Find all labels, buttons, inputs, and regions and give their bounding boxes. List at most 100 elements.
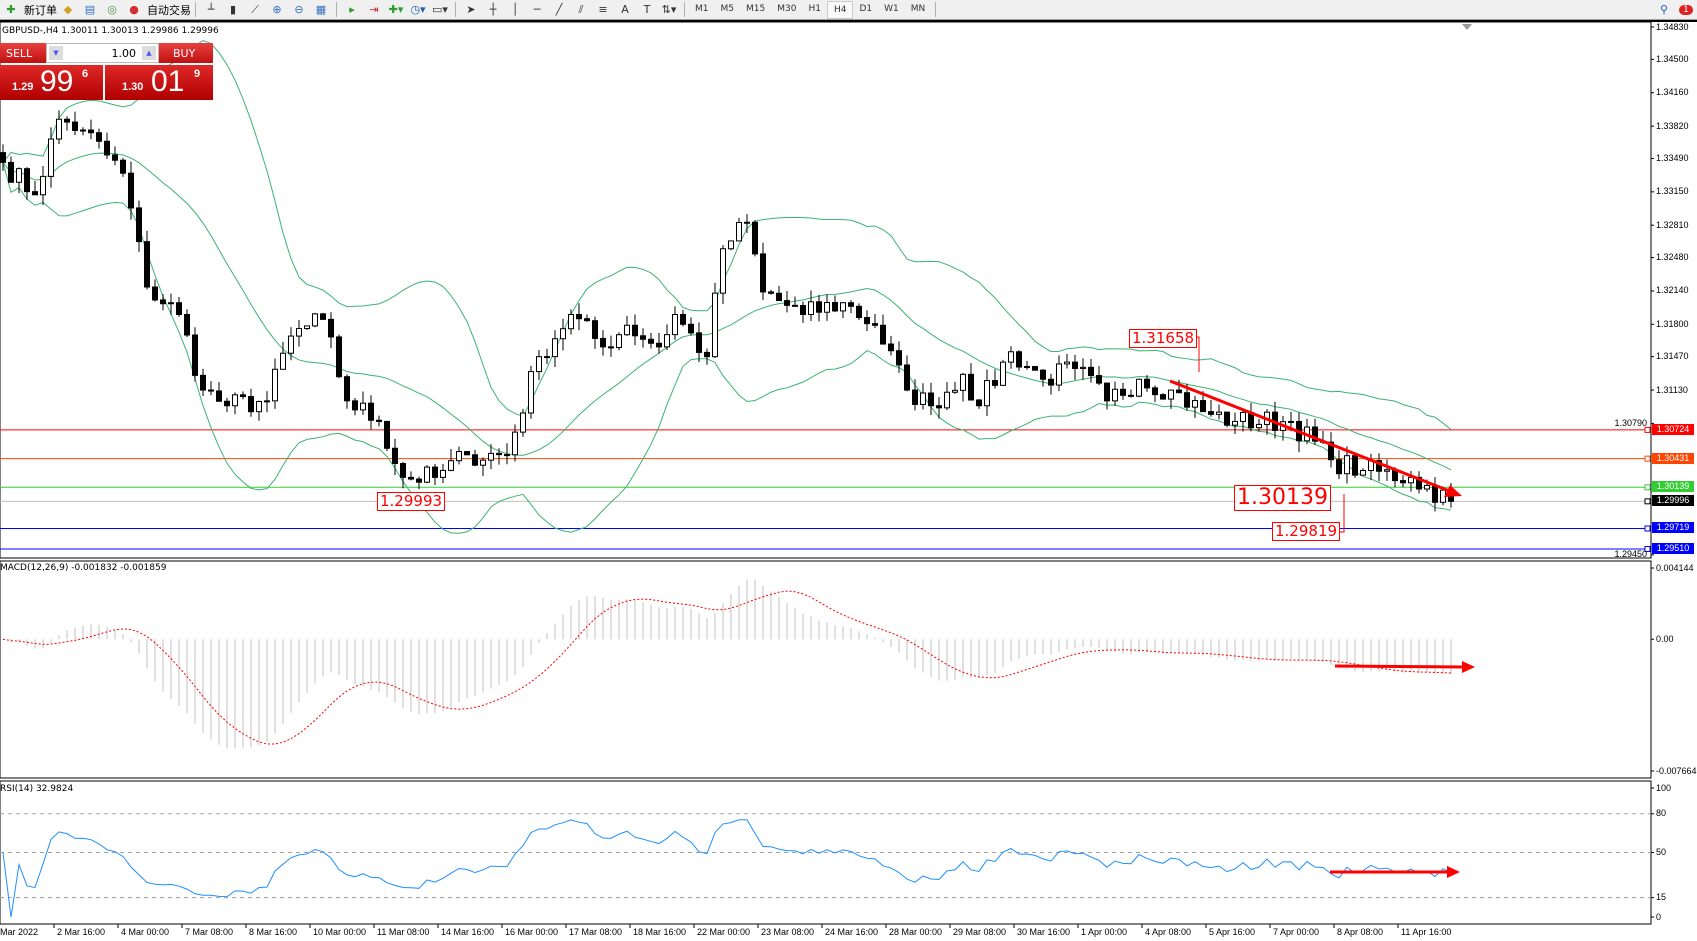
templates-icon[interactable]: ▭▾ xyxy=(432,3,448,16)
search-icon[interactable]: ⚲ xyxy=(1659,3,1669,16)
timeframe-m30[interactable]: M30 xyxy=(777,3,797,14)
buy-button[interactable]: BUY xyxy=(159,43,213,63)
macd-arrow xyxy=(1334,664,1469,669)
candle-body xyxy=(1088,366,1094,377)
toolbar-divider xyxy=(455,2,456,17)
candle-body xyxy=(1376,460,1382,472)
candle-body xyxy=(1080,366,1086,369)
annotation-level[interactable]: 1.30139 xyxy=(1234,485,1331,511)
candlestick xyxy=(816,294,822,322)
timeframe-m15[interactable]: M15 xyxy=(746,3,766,14)
candle-body xyxy=(8,161,14,183)
candle-body xyxy=(680,313,686,325)
candle-body xyxy=(856,305,862,319)
candlestick xyxy=(952,381,958,395)
candle-body xyxy=(640,335,646,340)
candlestick xyxy=(184,309,190,337)
metaeditor-icon[interactable]: ◆ xyxy=(63,3,73,16)
bar-chart-icon[interactable]: ┴ xyxy=(207,3,215,16)
candle-body xyxy=(1056,363,1062,386)
candle-body xyxy=(1216,411,1222,415)
auto-trading-button[interactable]: 自动交易 xyxy=(147,3,191,17)
annotation-high[interactable]: 1.31658 xyxy=(1129,329,1198,348)
candle-body xyxy=(360,402,366,411)
arrows-icon[interactable]: ⇅▾ xyxy=(661,3,677,16)
candle-body xyxy=(120,159,126,174)
candle-body xyxy=(512,431,518,456)
zoom-in-icon[interactable]: ⊕ xyxy=(272,3,282,16)
timeframe-d1[interactable]: D1 xyxy=(859,3,873,14)
price-tag: 1.30724 xyxy=(1652,423,1694,435)
candlestick xyxy=(1128,389,1134,398)
timeframe-h4[interactable]: H4 xyxy=(826,0,854,19)
candlestick xyxy=(416,476,422,490)
price-tag: 1.29510 xyxy=(1652,543,1694,554)
candlestick xyxy=(624,315,630,336)
line-chart-icon[interactable]: ⟋ xyxy=(251,2,259,16)
chart-shift-icon[interactable]: ⇥ xyxy=(369,3,379,16)
candlestick xyxy=(304,325,310,331)
lot-size-field[interactable]: ▼ 1.00 ▲ xyxy=(46,43,159,63)
timeframe-h1[interactable]: H1 xyxy=(808,3,821,14)
buy-price[interactable]: 1.30 01 9 xyxy=(105,65,213,100)
lot-decrease-button[interactable]: ▼ xyxy=(49,46,63,60)
candlestick xyxy=(848,300,854,314)
candle-body xyxy=(672,313,678,336)
sell-price[interactable]: 1.29 99 6 xyxy=(0,65,103,100)
candle-body xyxy=(32,191,38,196)
trendline-icon[interactable]: ╱ xyxy=(555,3,563,16)
new-order-icon[interactable]: ✚ xyxy=(6,3,16,16)
candle-body xyxy=(152,286,158,301)
candle-body xyxy=(64,118,70,123)
candle-body xyxy=(872,323,878,326)
crosshair-icon[interactable]: ┼ xyxy=(489,3,497,16)
candlestick-icon[interactable]: ▮ xyxy=(229,3,237,16)
periods-icon[interactable]: ◷▾ xyxy=(410,3,426,16)
candle-body xyxy=(912,389,918,405)
main-price-panel xyxy=(0,21,1652,559)
auto-trading-icon[interactable]: ● xyxy=(129,3,139,16)
candlestick xyxy=(464,451,470,456)
candlestick xyxy=(960,372,966,402)
timeframe-mn[interactable]: MN xyxy=(910,3,926,14)
new-order-button[interactable]: 新订单 xyxy=(24,3,57,17)
market-watch-icon[interactable]: ▤ xyxy=(84,3,96,16)
notifications-button[interactable]: 1 xyxy=(1677,1,1695,18)
candle-body xyxy=(1072,361,1078,369)
candle-body xyxy=(1232,420,1238,426)
signals-icon[interactable]: ◎ xyxy=(107,3,117,16)
sell-button[interactable]: SELL xyxy=(0,43,46,63)
candle-body xyxy=(952,389,958,393)
zoom-out-icon[interactable]: ⊖ xyxy=(294,3,304,16)
candle-body xyxy=(840,302,846,312)
cursor-icon[interactable]: ➤ xyxy=(466,3,476,16)
annotation-low-march[interactable]: 1.29993 xyxy=(377,492,446,511)
annotation-low[interactable]: 1.29819 xyxy=(1272,522,1341,541)
candlestick xyxy=(808,290,814,321)
tile-windows-icon[interactable]: ▦ xyxy=(315,3,327,16)
horizontal-line-icon[interactable]: ─ xyxy=(533,3,541,16)
indicators-icon[interactable]: ✚▾ xyxy=(388,3,404,16)
candle-body xyxy=(1160,394,1166,400)
candlestick xyxy=(600,330,606,356)
candlestick xyxy=(1232,412,1238,435)
candle-body xyxy=(1400,480,1406,484)
lot-increase-button[interactable]: ▲ xyxy=(142,46,156,60)
candle-body xyxy=(816,301,822,313)
vertical-line-icon[interactable]: │ xyxy=(511,3,519,16)
text-label-icon[interactable]: T xyxy=(643,3,651,16)
auto-scroll-icon[interactable]: ▸ xyxy=(349,3,355,16)
text-icon[interactable]: A xyxy=(621,3,629,16)
candle-body xyxy=(1128,394,1134,397)
candlestick xyxy=(264,391,270,413)
equidistant-channel-icon[interactable]: ⫽ xyxy=(578,2,584,16)
candlestick xyxy=(1048,373,1054,395)
timeframe-m1[interactable]: M1 xyxy=(695,3,709,14)
candlestick xyxy=(344,374,350,409)
timeframe-w1[interactable]: W1 xyxy=(884,3,899,14)
timeframe-m5[interactable]: M5 xyxy=(720,3,735,14)
candle-body xyxy=(752,221,758,255)
candlestick xyxy=(672,306,678,340)
fibonacci-icon[interactable]: ≡ xyxy=(598,3,608,16)
